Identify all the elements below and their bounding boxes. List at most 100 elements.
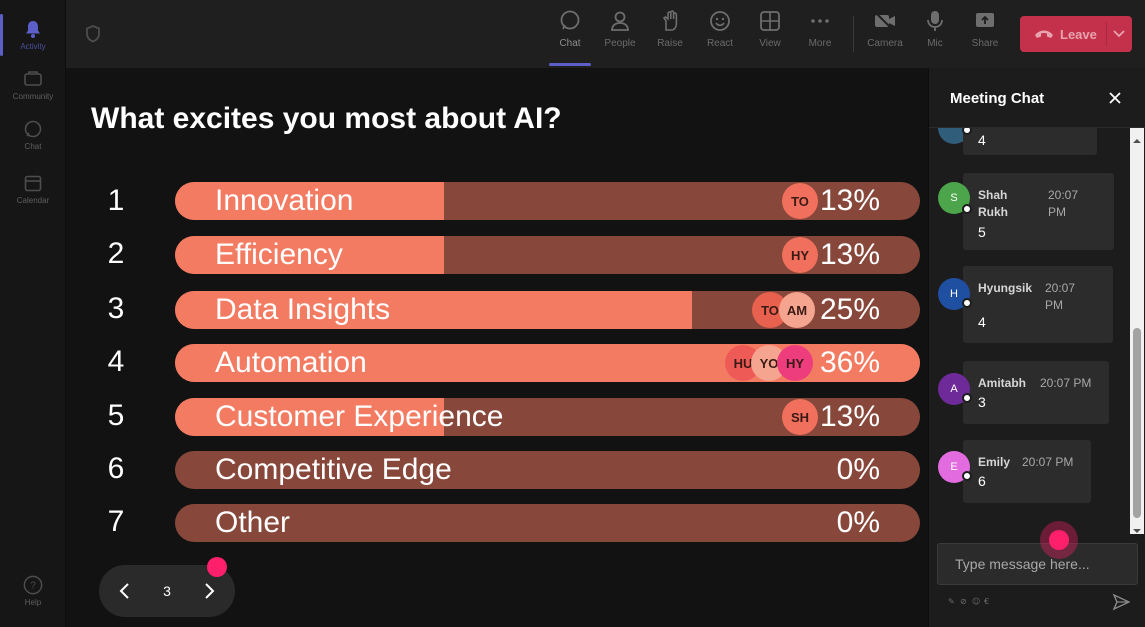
rail-item-calendar[interactable]: Calendar (0, 164, 66, 214)
toolbar-view-label: View (759, 38, 781, 49)
toolbar-mic-button[interactable]: Mic (912, 8, 958, 62)
rail-label-calendar: Calendar (16, 195, 50, 205)
notification-dot (207, 557, 227, 577)
time-clock: 20:07 (1045, 281, 1076, 295)
toolbar-share-button[interactable]: Share (962, 8, 1008, 62)
mic-icon (923, 8, 947, 34)
chat-scrollbar[interactable] (1130, 128, 1144, 534)
toolbar-people-label: People (604, 38, 636, 49)
people-icon (608, 8, 632, 34)
leave-label: Leave (1060, 26, 1097, 42)
toolbar-react-button[interactable]: React (697, 8, 743, 62)
rail-item-chat[interactable]: Chat (0, 110, 66, 160)
toolbar-more-button[interactable]: More (797, 8, 843, 62)
format-toolbar[interactable]: ✎ ⊘ ☺ € (948, 596, 994, 608)
voter-avatar[interactable]: HY (777, 345, 813, 381)
presence-dot (962, 471, 972, 481)
message-text: 6 (978, 473, 986, 489)
camera-off-icon (873, 8, 897, 34)
close-icon[interactable] (1107, 90, 1123, 106)
toolbar-react-label: React (706, 38, 734, 49)
option-label: Automation (215, 346, 367, 379)
option-bar[interactable]: Data Insights 25% (175, 291, 920, 329)
toolbar-view-button[interactable]: View (747, 8, 793, 62)
toolbar-chat-button[interactable]: Chat (547, 8, 593, 66)
option-bar-fill (175, 182, 444, 220)
option-bar[interactable]: Other 0% (175, 504, 920, 542)
chevron-down-icon[interactable] (1112, 26, 1126, 43)
message-sender: Amitabh (978, 376, 1026, 390)
option-bar[interactable]: Competitive Edge 0% (175, 451, 920, 489)
toolbar-camera-label: Camera (867, 38, 903, 49)
time-ampm: PM (1045, 298, 1063, 312)
option-percent: 36% (819, 346, 880, 379)
chat-title: Meeting Chat (950, 90, 1045, 107)
option-number: 3 (107, 292, 125, 325)
scroll-thumb[interactable] (1133, 328, 1141, 518)
svg-text:?: ? (30, 580, 36, 591)
leave-button[interactable]: Leave (1020, 16, 1132, 52)
chat-message: Hyungsik 20:07 PM 4 (963, 266, 1113, 343)
sender-first: Shah (978, 188, 1008, 202)
chat-message: 4 (963, 128, 1097, 155)
message-sender: Hyungsik (978, 281, 1033, 295)
grid-view-icon (758, 8, 782, 34)
option-bar-fill (175, 398, 444, 436)
toolbar-people-button[interactable]: People (597, 8, 643, 62)
send-icon[interactable] (1112, 593, 1131, 611)
message-sender: Shah Rukh (978, 187, 1008, 221)
option-bar-fill (175, 236, 444, 274)
toolbar-separator (853, 16, 854, 52)
rail-item-community[interactable]: Community (0, 60, 66, 110)
meeting-chat-panel: Meeting Chat 4 Shah Rukh 20:07 PM 5 S Hyun… (928, 68, 1145, 627)
voter-avatar[interactable]: SH (782, 399, 818, 435)
chevron-left-icon[interactable] (115, 581, 135, 601)
voter-avatar[interactable]: HY (782, 237, 818, 273)
scroll-down-icon[interactable] (1133, 522, 1141, 533)
toolbar-camera-button[interactable]: Camera (862, 8, 908, 62)
svg-text:⊘: ⊘ (960, 597, 971, 606)
rail-label-help: Help (24, 597, 42, 607)
option-label: Data Insights (215, 293, 391, 326)
rail-label-activity: Activity (20, 41, 46, 51)
rail-item-help[interactable]: ? Help (0, 566, 66, 616)
chat-message-input[interactable] (937, 543, 1138, 585)
presence-dot (962, 128, 972, 135)
scroll-up-icon[interactable] (1133, 132, 1141, 143)
rail-label-chat: Chat (24, 141, 42, 151)
chat-message: Shah Rukh 20:07 PM 5 (963, 173, 1114, 250)
chevron-right-icon[interactable] (199, 581, 219, 601)
message-text: 3 (978, 394, 986, 410)
click-indicator-dot (1049, 530, 1069, 550)
option-number: 1 (107, 184, 125, 217)
page-number: 3 (163, 583, 171, 599)
time-clock: 20:07 (1048, 188, 1079, 202)
option-percent: 13% (819, 400, 880, 433)
emoji-icon (708, 8, 732, 34)
voter-avatar[interactable]: TO (782, 183, 818, 219)
chat-message: Amitabh 20:07 PM 3 (963, 361, 1109, 424)
poll-question: What excites you most about AI? (91, 102, 562, 135)
chat-bubble-icon (558, 8, 582, 34)
message-text: 4 (978, 314, 986, 330)
chat-header: Meeting Chat (929, 68, 1145, 128)
message-text: 4 (978, 132, 986, 148)
message-time: 20:07 PM (1040, 376, 1092, 390)
help-icon: ? (23, 575, 43, 594)
svg-text:✎: ✎ (948, 597, 959, 606)
sender-last: Rukh (978, 205, 1008, 219)
option-number: 5 (107, 399, 125, 432)
option-number: 7 (107, 505, 125, 538)
rail-label-community: Community (12, 91, 54, 101)
voter-avatar[interactable]: AM (779, 292, 815, 328)
message-time: 20:07 PM (1022, 455, 1074, 469)
community-icon (23, 70, 43, 88)
toolbar-chat-label: Chat (559, 38, 581, 49)
option-percent: 25% (819, 293, 880, 326)
meeting-toolbar (66, 0, 1145, 68)
rail-item-activity[interactable]: Activity (0, 10, 66, 60)
toolbar-raise-button[interactable]: Raise (647, 8, 693, 62)
option-label: Customer Experience (215, 400, 504, 433)
shield-icon (84, 24, 102, 44)
